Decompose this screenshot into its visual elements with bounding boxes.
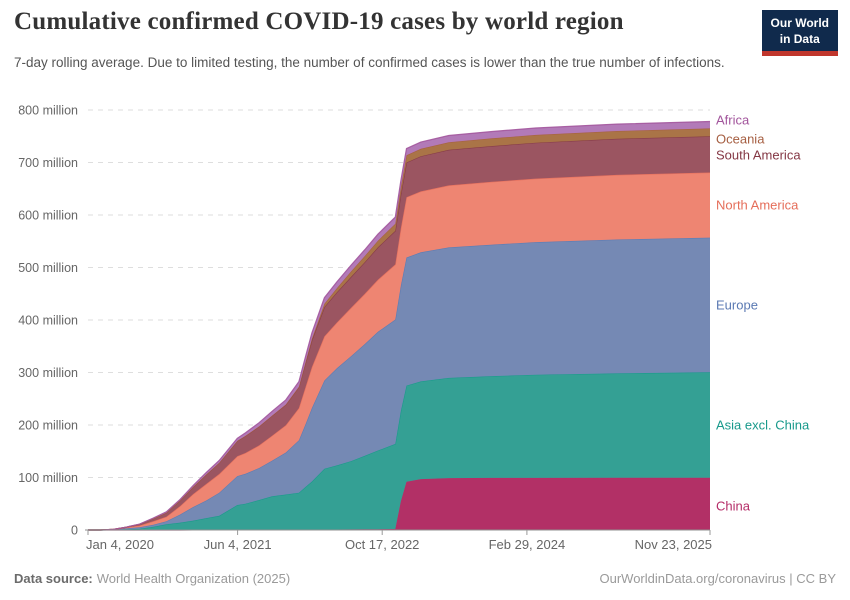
y-axis-label: 300 million [18,366,78,380]
x-axis-label: Jun 4, 2021 [204,537,272,552]
footer-license-link[interactable]: OurWorldinData.org/coronavirus | CC BY [599,571,836,586]
area-europe[interactable] [88,237,710,530]
chart-subtitle: 7-day rolling average. Due to limited te… [14,55,725,70]
y-axis-label: 700 million [18,156,78,170]
y-axis-label: 100 million [18,471,78,485]
y-axis-label: 500 million [18,261,78,275]
y-axis-label: 400 million [18,314,78,328]
x-axis-label: Feb 29, 2024 [489,537,566,552]
owid-logo[interactable]: Our World in Data [761,10,838,57]
legend-label-africa[interactable]: Africa [716,113,750,128]
legend-label-north-america[interactable]: North America [716,198,799,213]
y-axis-label: 0 [71,524,78,538]
owid-logo-line1: Our World [770,16,829,30]
y-axis-label: 600 million [18,209,78,223]
legend-label-europe[interactable]: Europe [716,298,758,313]
legend-label-oceania[interactable]: Oceania [716,132,765,147]
area-outline-africa [88,120,711,531]
legend-label-china[interactable]: China [716,499,751,514]
area-china[interactable] [88,477,710,530]
data-source-label: Data source: [14,571,93,586]
y-axis-label: 800 million [18,104,78,118]
data-source-text: World Health Organization (2025) [96,571,291,586]
x-axis-label: Jan 4, 2020 [86,537,154,552]
area-asia-excl-china[interactable] [88,372,710,530]
legend-label-asia-excl-china[interactable]: Asia excl. China [716,418,810,433]
area-south-america[interactable] [88,136,710,531]
chart-title: Cumulative confirmed COVID-19 cases by w… [14,8,624,35]
data-source: Data source: World Health Organization (2… [14,571,290,586]
y-axis-label: 200 million [18,419,78,433]
x-axis-label: Nov 23, 2025 [635,537,712,552]
chart-footer: Data source: World Health Organization (2… [14,571,836,586]
owid-logo-line2: in Data [779,31,820,46]
x-axis-label: Oct 17, 2022 [345,537,419,552]
legend-label-south-america[interactable]: South America [716,148,801,163]
